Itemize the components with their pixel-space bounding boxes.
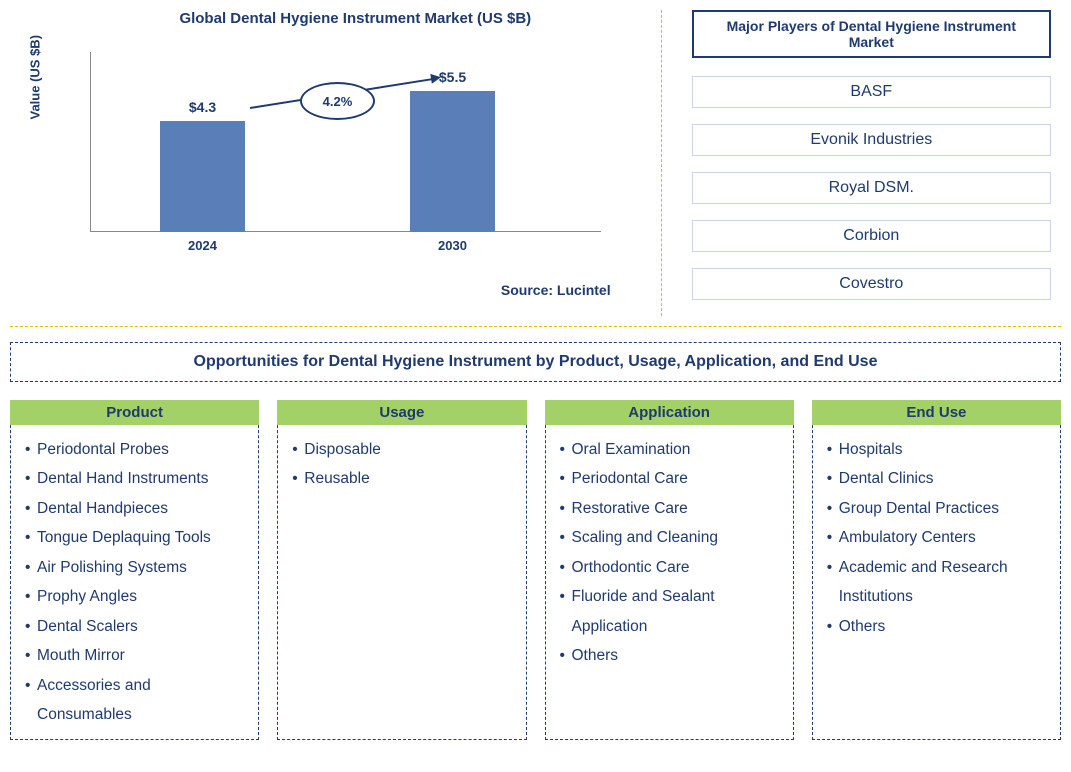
opportunity-column: Product Periodontal ProbesDental Hand Ins…	[10, 400, 259, 740]
player-item: Corbion	[692, 220, 1051, 252]
y-axis	[90, 52, 91, 232]
opportunities-title: Opportunities for Dental Hygiene Instrum…	[10, 342, 1061, 382]
chart-title: Global Dental Hygiene Instrument Market …	[70, 10, 641, 27]
list-item: Dental Hand Instruments	[25, 464, 246, 493]
column-header: End Use	[812, 400, 1061, 425]
x-tick-2024: 2024	[153, 238, 253, 253]
list-item: Periodontal Care	[560, 464, 781, 493]
source-label: Source: Lucintel	[10, 282, 641, 298]
list-item: Prophy Angles	[25, 582, 246, 611]
list-item: Academic and Research Institutions	[827, 553, 1048, 612]
list-item: Disposable	[292, 435, 513, 464]
column-items: DisposableReusable	[278, 435, 525, 504]
player-item: Covestro	[692, 268, 1051, 300]
column-items: HospitalsDental ClinicsGroup Dental Prac…	[813, 435, 1060, 651]
list-item: Orthodontic Care	[560, 553, 781, 582]
growth-rate-badge: 4.2%	[300, 82, 375, 120]
column-header: Product	[10, 400, 259, 425]
player-item: BASF	[692, 76, 1051, 108]
y-axis-label: Value (US $B)	[28, 35, 43, 120]
players-panel: Major Players of Dental Hygiene Instrume…	[662, 10, 1061, 316]
list-item: Air Polishing Systems	[25, 553, 246, 582]
list-item: Others	[827, 612, 1048, 641]
top-section: Global Dental Hygiene Instrument Market …	[10, 10, 1061, 327]
list-item: Dental Scalers	[25, 612, 246, 641]
growth-rate-text: 4.2%	[323, 94, 353, 109]
list-item: Ambulatory Centers	[827, 523, 1048, 552]
list-item: Mouth Mirror	[25, 641, 246, 670]
opportunity-column: Usage DisposableReusable	[277, 400, 526, 740]
list-item: Dental Handpieces	[25, 494, 246, 523]
column-header: Usage	[277, 400, 526, 425]
players-list: BASF Evonik Industries Royal DSM. Corbion Co…	[692, 76, 1051, 300]
column-header: Application	[545, 400, 794, 425]
list-item: Group Dental Practices	[827, 494, 1048, 523]
bar-2024: $4.3	[160, 121, 245, 232]
opportunity-column: End Use HospitalsDental ClinicsGroup Dent…	[812, 400, 1061, 740]
list-item: Oral Examination	[560, 435, 781, 464]
chart-area: Global Dental Hygiene Instrument Market …	[10, 10, 662, 316]
list-item: Reusable	[292, 464, 513, 493]
bar-2030: $5.5	[410, 91, 495, 232]
list-item: Accessories and Consumables	[25, 671, 246, 730]
player-item: Royal DSM.	[692, 172, 1051, 204]
player-item: Evonik Industries	[692, 124, 1051, 156]
list-item: Dental Clinics	[827, 464, 1048, 493]
players-title: Major Players of Dental Hygiene Instrume…	[692, 10, 1051, 58]
opportunity-column: Application Oral ExaminationPeriodontal C…	[545, 400, 794, 740]
x-tick-2030: 2030	[403, 238, 503, 253]
column-items: Periodontal ProbesDental Hand Instrument…	[11, 435, 258, 739]
list-item: Tongue Deplaquing Tools	[25, 523, 246, 552]
list-item: Periodontal Probes	[25, 435, 246, 464]
bar-2030-label: $5.5	[410, 69, 495, 85]
list-item: Restorative Care	[560, 494, 781, 523]
opportunities-columns: Product Periodontal ProbesDental Hand Ins…	[10, 400, 1061, 740]
list-item: Others	[560, 641, 781, 670]
bar-2024-label: $4.3	[160, 99, 245, 115]
column-items: Oral ExaminationPeriodontal CareRestorat…	[546, 435, 793, 681]
bar-chart: Value (US $B) 4.2% $4.3 $5.5 2024 2030	[90, 52, 601, 252]
opportunities-section: Opportunities for Dental Hygiene Instrum…	[10, 342, 1061, 740]
list-item: Scaling and Cleaning	[560, 523, 781, 552]
list-item: Hospitals	[827, 435, 1048, 464]
list-item: Fluoride and Sealant Application	[560, 582, 781, 641]
